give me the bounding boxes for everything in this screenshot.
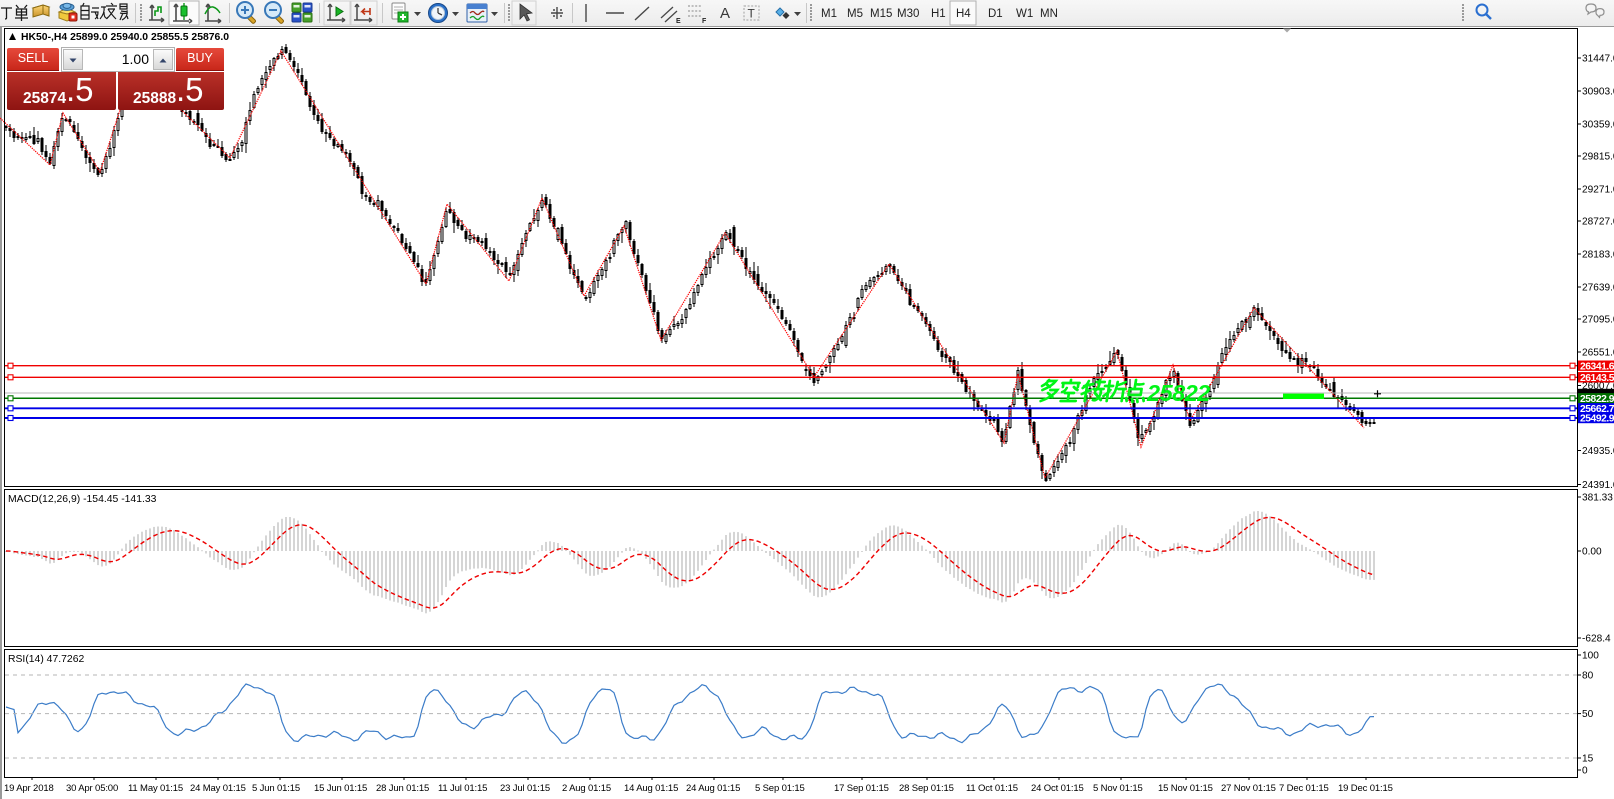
svg-text:2 Aug 01:15: 2 Aug 01:15 [562, 783, 611, 794]
svg-text:28 Sep 01:15: 28 Sep 01:15 [899, 783, 954, 794]
svg-text:25822.9: 25822.9 [1580, 394, 1614, 405]
svg-text:29815.0: 29815.0 [1582, 152, 1614, 163]
svg-text:W1: W1 [1016, 8, 1033, 20]
svg-text:M5: M5 [847, 8, 863, 20]
svg-text:M1: M1 [821, 8, 837, 20]
svg-text:28727.0: 28727.0 [1582, 217, 1614, 228]
svg-text:24935.0: 24935.0 [1582, 446, 1614, 457]
svg-text:24 May 01:15: 24 May 01:15 [190, 783, 246, 794]
svg-text:27639.0: 27639.0 [1582, 283, 1614, 294]
svg-text:F: F [702, 18, 707, 25]
svg-text:E: E [676, 18, 681, 25]
svg-text:0.00: 0.00 [1582, 547, 1602, 558]
svg-text:19 Apr 2018: 19 Apr 2018 [4, 783, 54, 794]
svg-text:MN: MN [1040, 8, 1058, 20]
svg-text:25662.7: 25662.7 [1580, 404, 1614, 415]
svg-text:H1: H1 [931, 8, 946, 20]
svg-text:26341.6: 26341.6 [1580, 361, 1614, 372]
svg-text:24391.0: 24391.0 [1582, 480, 1614, 491]
svg-text:T: T [748, 7, 756, 21]
svg-text:26551.0: 26551.0 [1582, 348, 1614, 359]
svg-text:19 Dec 01:15: 19 Dec 01:15 [1338, 783, 1393, 794]
svg-text:-628.4: -628.4 [1582, 634, 1611, 645]
svg-text:RSI(14) 47.7262: RSI(14) 47.7262 [8, 654, 84, 665]
svg-text:0: 0 [1582, 766, 1588, 777]
svg-text:23 Jul 01:15: 23 Jul 01:15 [500, 783, 550, 794]
svg-text:11 Jul 01:15: 11 Jul 01:15 [438, 783, 487, 794]
svg-text:27095.0: 27095.0 [1582, 315, 1614, 326]
svg-text:29271.0: 29271.0 [1582, 185, 1614, 196]
svg-text:30 Apr 05:00: 30 Apr 05:00 [66, 783, 118, 794]
svg-text:26143.5: 26143.5 [1580, 373, 1614, 384]
svg-text:7 Dec 01:15: 7 Dec 01:15 [1279, 783, 1329, 794]
svg-text:15: 15 [1582, 754, 1594, 765]
svg-text:15 Jun 01:15: 15 Jun 01:15 [314, 783, 367, 794]
svg-text:26007.0: 26007.0 [1582, 381, 1614, 392]
svg-text:24 Oct 01:15: 24 Oct 01:15 [1031, 783, 1084, 794]
svg-text:H4: H4 [956, 8, 971, 20]
svg-text:25492.9: 25492.9 [1580, 414, 1614, 425]
svg-text:381.33: 381.33 [1582, 493, 1613, 504]
svg-text:50: 50 [1582, 709, 1594, 720]
svg-text:D1: D1 [988, 8, 1003, 20]
svg-text:31447.0: 31447.0 [1582, 54, 1614, 65]
svg-text:28 Jun 01:15: 28 Jun 01:15 [376, 783, 429, 794]
svg-text:25822: 25822 [1146, 380, 1210, 406]
svg-text:HK50-,H4 25899.0 25940.0 2585: HK50-,H4 25899.0 25940.0 25855.5 25876.0 [21, 32, 229, 43]
svg-text:24 Aug 01:15: 24 Aug 01:15 [686, 783, 740, 794]
svg-text:M15: M15 [870, 8, 892, 20]
svg-text:11 Oct 01:15: 11 Oct 01:15 [966, 783, 1018, 794]
svg-text:5 Jun 01:15: 5 Jun 01:15 [252, 783, 300, 794]
svg-text:14 Aug 01:15: 14 Aug 01:15 [624, 783, 678, 794]
svg-text:5 Sep 01:15: 5 Sep 01:15 [755, 783, 805, 794]
svg-text:5 Nov 01:15: 5 Nov 01:15 [1093, 783, 1143, 794]
svg-text:11 May 01:15: 11 May 01:15 [128, 783, 183, 794]
svg-text:MACD(12,26,9) -154.45 -141.33: MACD(12,26,9) -154.45 -141.33 [8, 494, 157, 505]
svg-text:M30: M30 [897, 8, 919, 20]
svg-text:A: A [720, 5, 730, 22]
svg-text:80: 80 [1582, 671, 1594, 682]
svg-text:100: 100 [1582, 651, 1599, 662]
svg-text:30903.0: 30903.0 [1582, 87, 1614, 98]
svg-text:28183.0: 28183.0 [1582, 250, 1614, 261]
svg-text:15 Nov 01:15: 15 Nov 01:15 [1158, 783, 1213, 794]
svg-text:27 Nov 01:15: 27 Nov 01:15 [1221, 783, 1276, 794]
svg-text:30359.0: 30359.0 [1582, 120, 1614, 131]
svg-text:17 Sep 01:15: 17 Sep 01:15 [834, 783, 889, 794]
